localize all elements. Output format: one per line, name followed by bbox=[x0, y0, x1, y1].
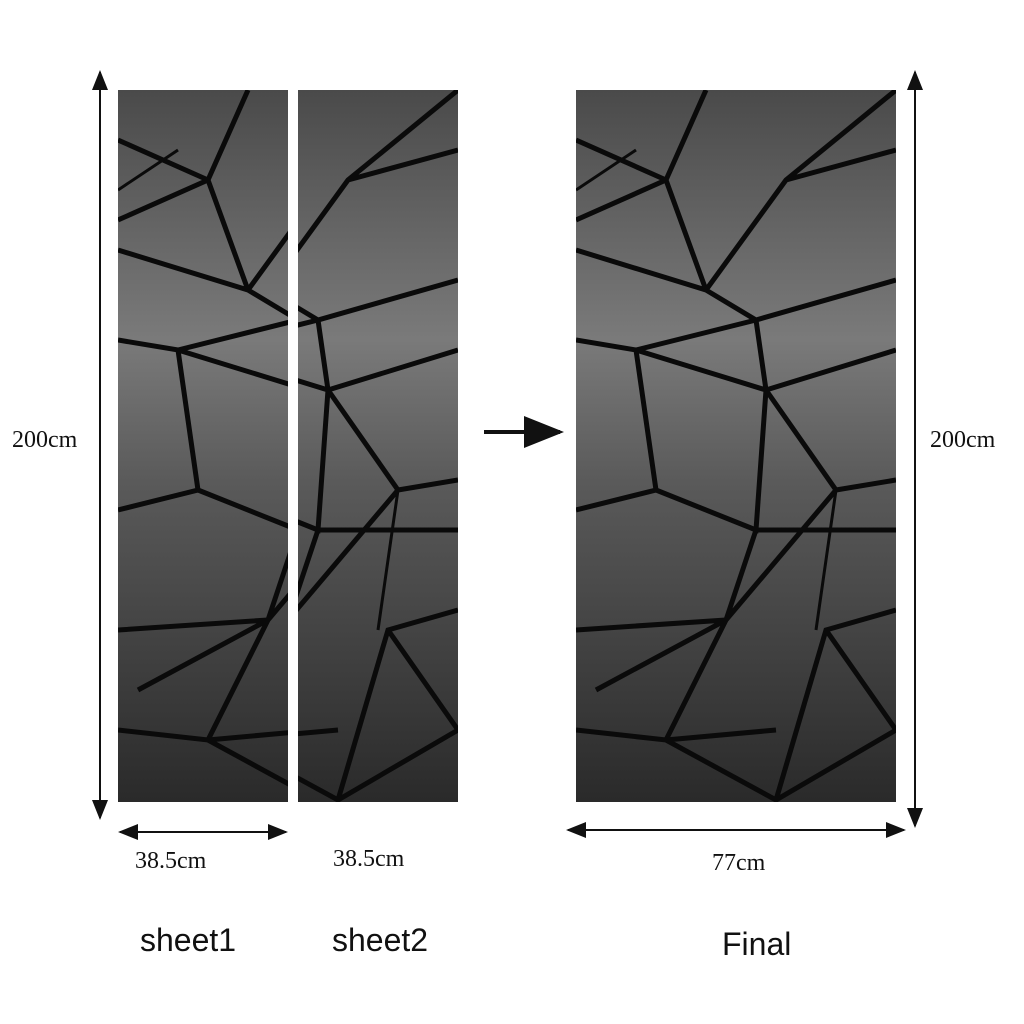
sheet1-image bbox=[118, 90, 288, 802]
sheet2-label: sheet2 bbox=[332, 922, 429, 958]
height-label-right: 200cm bbox=[930, 427, 996, 453]
final-width-label: 77cm bbox=[712, 850, 766, 876]
height-label-left: 200cm bbox=[12, 427, 78, 453]
sheet2-image bbox=[298, 90, 458, 802]
sheet1-width-label: 38.5cm bbox=[135, 848, 207, 874]
final-image bbox=[576, 90, 896, 802]
sheet2-width-label: 38.5cm bbox=[333, 846, 405, 872]
sheet1-label: sheet1 bbox=[140, 922, 237, 958]
final-label: Final bbox=[722, 926, 792, 962]
